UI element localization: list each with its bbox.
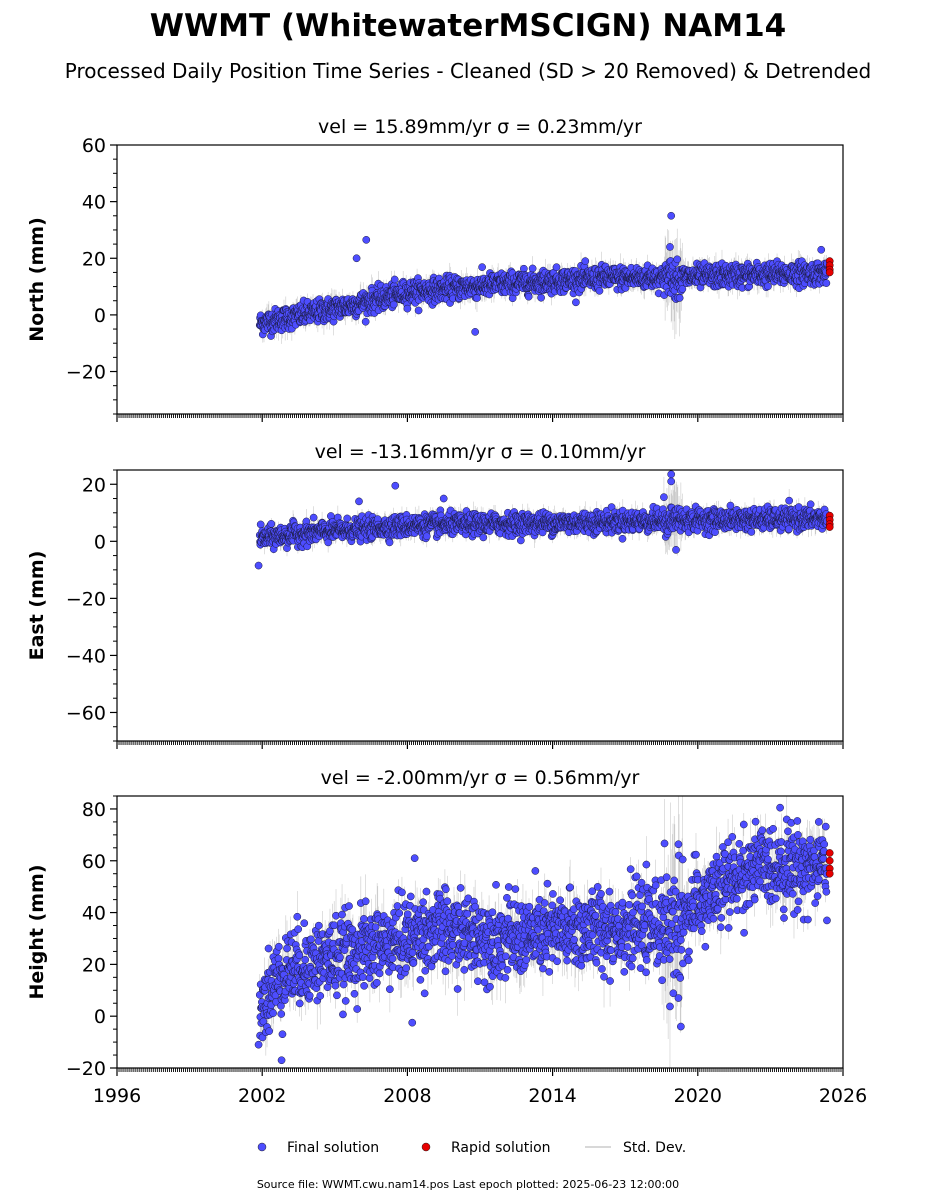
final-point	[666, 243, 674, 251]
final-point	[422, 532, 431, 541]
final-point	[309, 513, 318, 522]
final-point	[764, 282, 772, 291]
final-point	[581, 257, 590, 265]
final-solution-points	[254, 470, 831, 570]
final-point	[479, 533, 488, 542]
y-ticks: −20 0 20 40 60	[66, 135, 117, 415]
final-point	[362, 236, 371, 244]
final-point	[537, 293, 545, 302]
panel-east: vel = -13.16mm/yr σ = 0.10mm/yr East (mm)…	[26, 441, 844, 749]
figure-title: WWMT (WhitewaterMSCIGN) NAM14	[150, 8, 787, 44]
final-point	[352, 254, 361, 263]
data-area	[254, 470, 834, 570]
final-point	[403, 304, 412, 313]
final-point	[343, 514, 352, 523]
rapid-solution-points	[825, 257, 834, 277]
final-point	[673, 255, 682, 264]
final-point	[572, 298, 580, 307]
y-axis-label: East (mm)	[26, 551, 48, 661]
x-ticks	[116, 414, 844, 422]
final-point	[675, 294, 684, 302]
final-solution-points	[255, 211, 831, 340]
final-point	[822, 279, 831, 287]
data-area	[255, 211, 834, 344]
y-tick-label: 20	[82, 248, 106, 270]
final-point	[667, 211, 676, 220]
final-point	[256, 520, 265, 529]
panel-north: vel = 15.89mm/yr σ = 0.23mm/yr North (mm)…	[26, 116, 844, 422]
y-tick-label: 60	[82, 135, 106, 157]
panel-title: vel = -13.16mm/yr σ = 0.10mm/yr	[315, 441, 646, 463]
final-point	[524, 292, 533, 301]
rapid-point	[825, 268, 834, 277]
final-point	[473, 294, 481, 302]
final-point	[678, 285, 687, 293]
final-point	[817, 245, 826, 254]
final-point	[471, 328, 480, 336]
y-tick-label: 40	[82, 192, 106, 214]
final-point	[552, 263, 561, 272]
final-point	[361, 317, 370, 326]
final-point	[478, 263, 486, 271]
final-point	[528, 264, 537, 273]
y-tick-label: −20	[66, 362, 106, 384]
y-axis-label: North (mm)	[26, 217, 48, 342]
y-tick-label: 0	[94, 305, 106, 327]
final-point	[414, 306, 423, 315]
final-point	[385, 538, 394, 547]
figure-subtitle: Processed Daily Position Time Series - C…	[65, 59, 871, 83]
final-point	[267, 519, 276, 528]
final-point	[595, 286, 604, 295]
panels: vel = 15.89mm/yr σ = 0.23mm/yr North (mm)…	[26, 116, 867, 1107]
final-point	[389, 300, 398, 309]
final-point	[390, 275, 399, 284]
panel-title: vel = 15.89mm/yr σ = 0.23mm/yr	[318, 116, 642, 138]
